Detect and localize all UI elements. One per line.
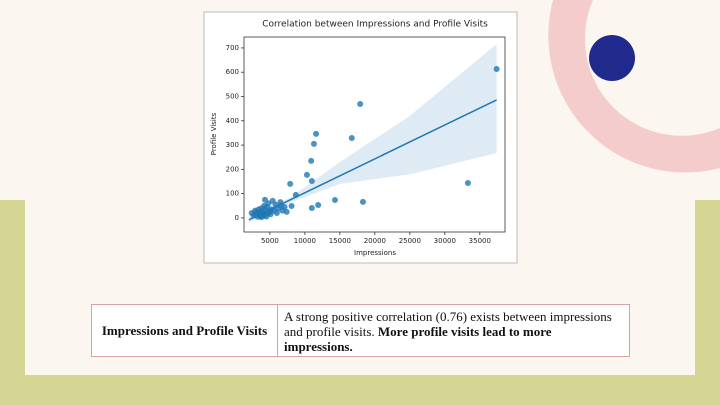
table-label: Impressions and Profile Visits bbox=[92, 305, 278, 356]
point bbox=[287, 180, 294, 187]
y-tick-label: 300 bbox=[226, 141, 239, 149]
x-tick-label: 30000 bbox=[434, 237, 456, 245]
point bbox=[315, 202, 322, 209]
point bbox=[493, 66, 500, 73]
x-axis-label: Impressions bbox=[354, 249, 396, 257]
point bbox=[464, 179, 471, 186]
point bbox=[267, 211, 274, 218]
point bbox=[331, 196, 338, 203]
pink-arc bbox=[548, 0, 720, 173]
x-tick-label: 25000 bbox=[399, 237, 421, 245]
table-text: A strong positive correlation (0.76) exi… bbox=[278, 305, 629, 356]
confidence-band bbox=[248, 44, 497, 223]
point bbox=[303, 171, 310, 178]
point bbox=[273, 210, 280, 217]
description: A strong positive correlation (0.76) exi… bbox=[284, 309, 612, 339]
x-tick-label: 10000 bbox=[294, 237, 316, 245]
point bbox=[357, 101, 364, 108]
point bbox=[308, 157, 315, 164]
y-tick-label: 600 bbox=[226, 68, 239, 76]
y-tick-label: 700 bbox=[226, 44, 239, 52]
chart-title: Correlation between Impressions and Prof… bbox=[262, 20, 488, 30]
point bbox=[310, 140, 317, 147]
blue-dot bbox=[589, 35, 635, 81]
y-tick-label: 200 bbox=[226, 165, 239, 173]
y-tick-label: 0 bbox=[235, 214, 239, 222]
point bbox=[313, 130, 320, 137]
x-tick-label: 15000 bbox=[329, 237, 351, 245]
point bbox=[258, 214, 265, 221]
point bbox=[288, 203, 295, 210]
chart-frame bbox=[203, 11, 518, 264]
y-tick-label: 100 bbox=[226, 190, 239, 198]
x-tick-label: 20000 bbox=[364, 237, 386, 245]
x-tick-label: 35000 bbox=[469, 237, 491, 245]
point bbox=[308, 178, 315, 185]
point bbox=[359, 198, 366, 205]
point bbox=[283, 208, 290, 215]
emphasis: More profile visits lead to more impress… bbox=[284, 324, 552, 354]
regression-line bbox=[248, 99, 497, 221]
x-tick-label: 5000 bbox=[261, 237, 279, 245]
plot: 5000 10000 15000 20000 25000 30000 35000 0 100 20… bbox=[226, 36, 506, 245]
y-tick-label: 400 bbox=[226, 117, 239, 125]
y-axis-label: Profile Visits bbox=[210, 112, 218, 155]
point bbox=[261, 196, 268, 203]
point bbox=[348, 135, 355, 142]
table: Impressions and Profile Visits A strong … bbox=[91, 304, 630, 357]
y-tick-label: 500 bbox=[226, 92, 239, 100]
point bbox=[308, 204, 315, 211]
